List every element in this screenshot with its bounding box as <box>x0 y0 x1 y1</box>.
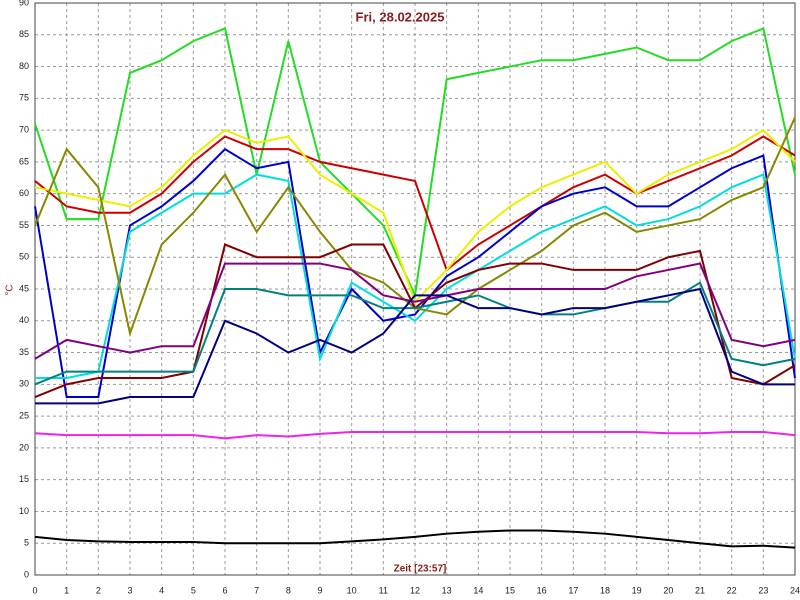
chart-title: Fri, 28.02.2025 <box>356 9 445 24</box>
y-tick-label: 80 <box>19 61 29 71</box>
x-tick-label: 13 <box>442 585 452 595</box>
y-tick-label: 75 <box>19 93 29 103</box>
series-line <box>35 287 795 405</box>
y-tick-label: 15 <box>19 474 29 484</box>
x-tick-label: 6 <box>222 585 227 595</box>
x-tick-label: 5 <box>191 585 196 595</box>
x-tick-label: 17 <box>568 585 578 595</box>
y-tick-label: 0 <box>24 569 29 579</box>
x-tick-label: 0 <box>32 585 37 595</box>
x-axis-label: Zeit [23:57] <box>394 564 447 575</box>
x-tick-label: 11 <box>379 585 388 595</box>
y-tick-label: 25 <box>19 410 29 420</box>
x-tick-label: 1 <box>64 585 69 595</box>
series-line <box>34 147 796 399</box>
plot-border <box>34 2 796 576</box>
y-tick-label: 55 <box>19 220 29 230</box>
y-tick-label: 45 <box>19 283 29 293</box>
y-tick-label: 20 <box>19 442 29 452</box>
x-tick-label: 7 <box>254 585 259 595</box>
series-line <box>35 173 796 379</box>
series-line <box>34 529 796 549</box>
series-line <box>34 281 796 386</box>
y-tick-label: 60 <box>19 188 29 198</box>
y-tick-label: 50 <box>19 252 29 262</box>
y-tick-label: 70 <box>19 124 29 134</box>
x-tick-label: 3 <box>127 585 132 595</box>
series-line <box>34 431 796 440</box>
x-tick-label: 16 <box>537 585 547 595</box>
y-tick-label: 5 <box>24 538 29 548</box>
x-tick-label: 21 <box>695 585 705 595</box>
x-tick-label: 15 <box>505 585 515 595</box>
y-axis-label: °C <box>5 284 16 295</box>
y-tick-label: 40 <box>19 315 29 325</box>
x-tick-label: 2 <box>96 585 101 595</box>
y-tick-label: 10 <box>19 506 29 516</box>
y-tick-label: 35 <box>19 347 29 357</box>
y-tick-label: 90 <box>19 0 29 7</box>
x-tick-label: 10 <box>347 585 357 595</box>
y-tick-label: 85 <box>19 29 29 39</box>
x-tick-label: 19 <box>632 585 642 595</box>
x-tick-label: 4 <box>159 585 164 595</box>
x-tick-label: 9 <box>317 585 322 595</box>
y-tick-label: 30 <box>19 379 29 389</box>
x-tick-label: 18 <box>600 585 610 595</box>
series-line <box>34 262 796 360</box>
x-tick-label: 14 <box>473 585 483 595</box>
x-tick-label: 20 <box>663 585 673 595</box>
y-tick-label: 65 <box>19 156 29 166</box>
x-tick-label: 22 <box>727 585 737 595</box>
x-tick-label: 12 <box>410 585 420 595</box>
x-tick-label: 24 <box>790 585 800 595</box>
x-tick-label: 8 <box>286 585 291 595</box>
x-tick-label: 23 <box>758 585 768 595</box>
series-line <box>34 135 796 272</box>
